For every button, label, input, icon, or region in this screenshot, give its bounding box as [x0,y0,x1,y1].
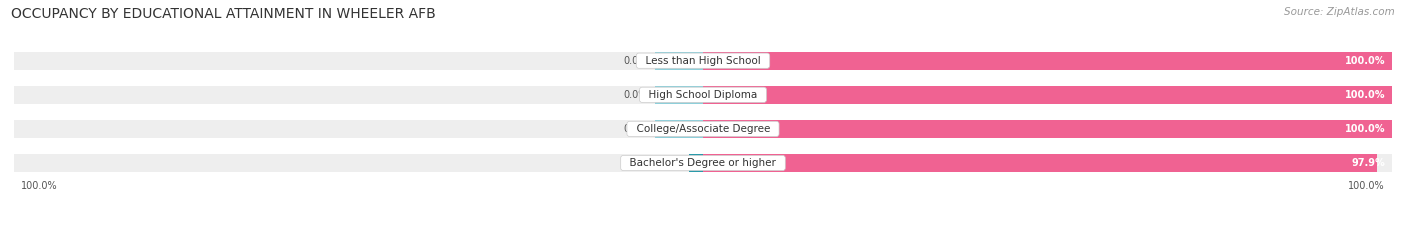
Bar [703,120,1392,138]
Bar [703,52,1392,70]
Bar [703,86,1392,104]
Bar [703,154,1378,172]
Text: 97.9%: 97.9% [1351,158,1385,168]
Text: 2.1%: 2.1% [623,158,648,168]
Text: 0.0%: 0.0% [623,124,648,134]
Text: 0.0%: 0.0% [623,56,648,66]
Text: 0.0%: 0.0% [623,90,648,100]
Bar [703,86,1392,104]
Bar [14,52,703,70]
Text: 100.0%: 100.0% [1344,56,1385,66]
Text: OCCUPANCY BY EDUCATIONAL ATTAINMENT IN WHEELER AFB: OCCUPANCY BY EDUCATIONAL ATTAINMENT IN W… [11,7,436,21]
Text: High School Diploma: High School Diploma [643,90,763,100]
Bar [655,120,703,138]
Bar [689,154,703,172]
Text: Less than High School: Less than High School [638,56,768,66]
Bar [703,120,1392,138]
Text: 100.0%: 100.0% [1348,181,1385,191]
Bar [14,154,703,172]
Bar [14,120,703,138]
Bar [655,52,703,70]
Bar [655,86,703,104]
Text: Bachelor's Degree or higher: Bachelor's Degree or higher [623,158,783,168]
Text: Source: ZipAtlas.com: Source: ZipAtlas.com [1284,7,1395,17]
Text: College/Associate Degree: College/Associate Degree [630,124,776,134]
Text: 100.0%: 100.0% [1344,90,1385,100]
Bar [703,154,1392,172]
Text: 100.0%: 100.0% [1344,124,1385,134]
Bar [14,86,703,104]
Text: 100.0%: 100.0% [21,181,58,191]
Bar [703,52,1392,70]
